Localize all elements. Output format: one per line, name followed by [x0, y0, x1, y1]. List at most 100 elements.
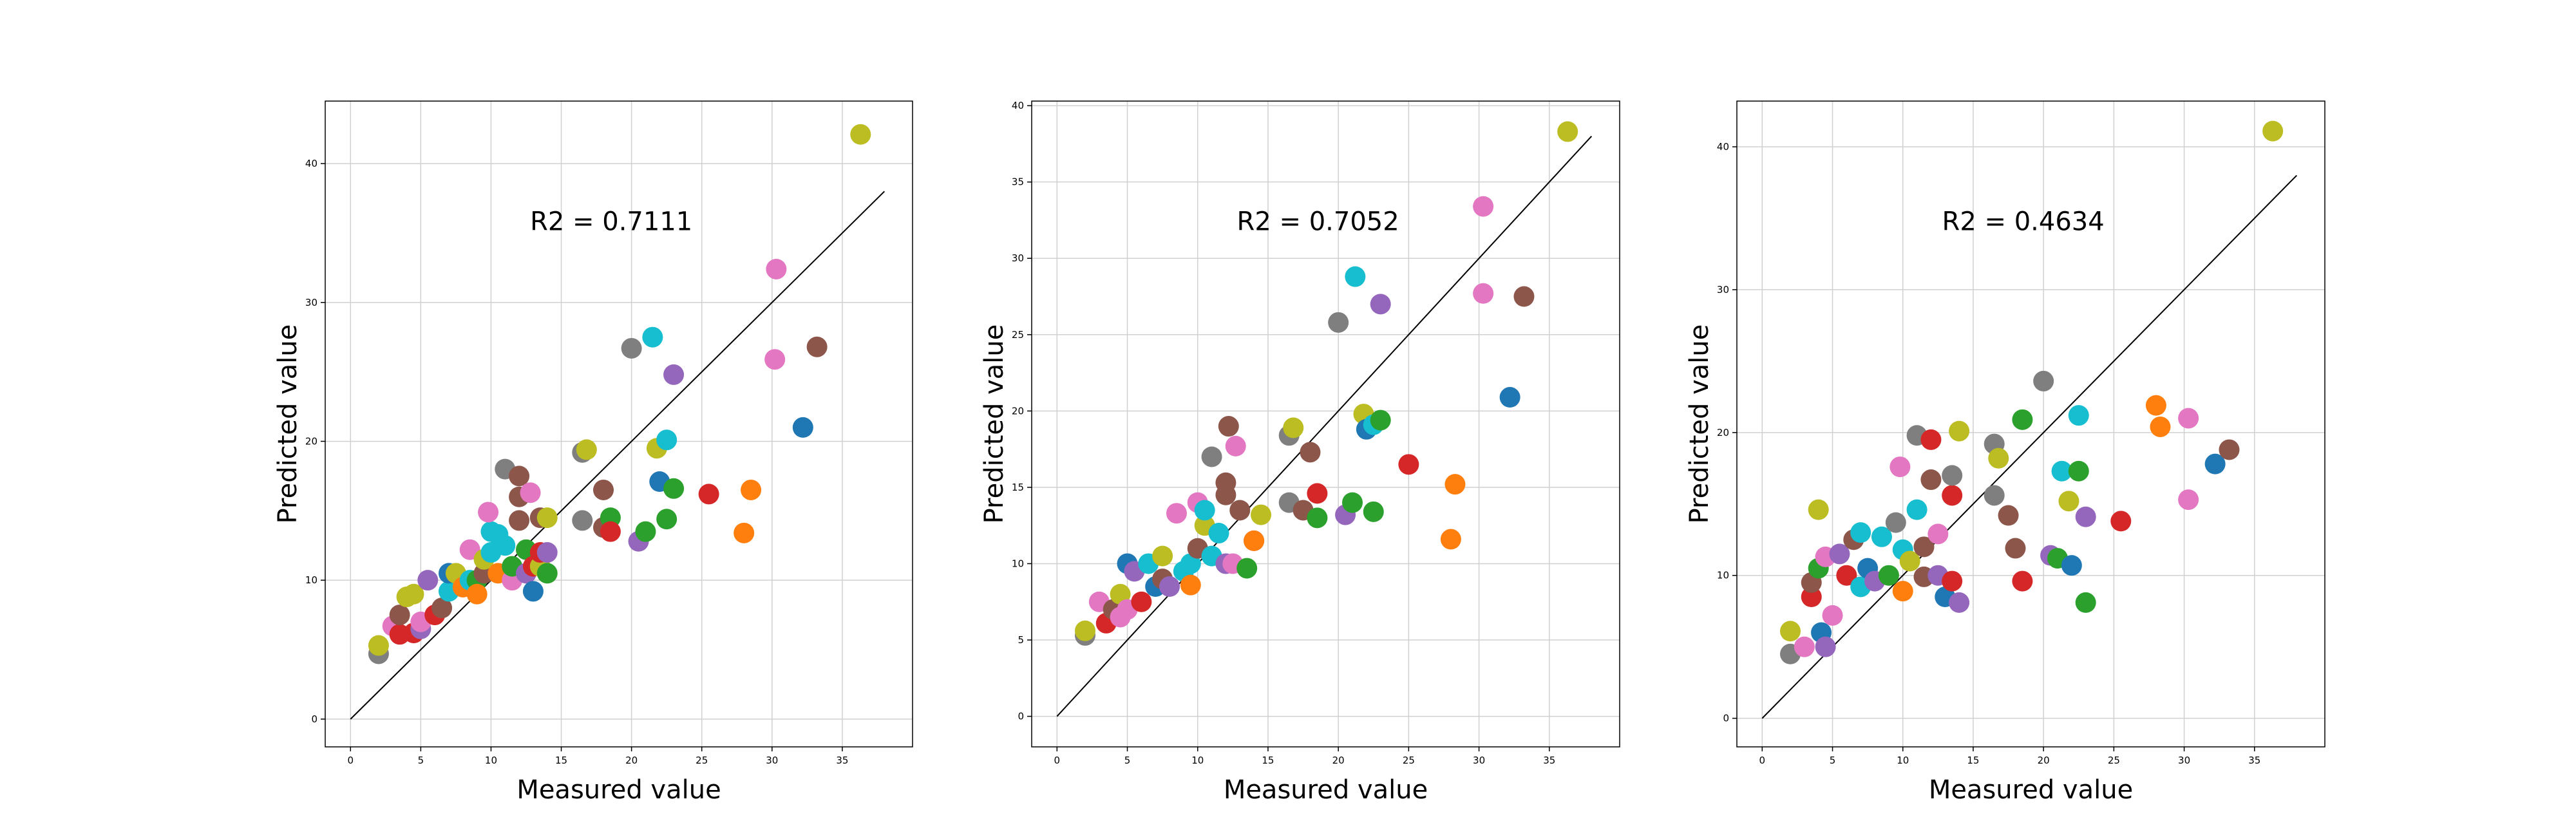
data-point — [663, 478, 685, 499]
data-point — [368, 635, 389, 656]
data-point — [1942, 465, 1963, 486]
data-point — [1208, 523, 1229, 544]
data-point — [1942, 485, 1963, 506]
data-point — [1218, 416, 1239, 437]
data-point — [1236, 558, 1258, 579]
data-point — [1473, 283, 1494, 304]
x-tick-label: 5 — [1830, 755, 1836, 766]
data-point — [656, 429, 677, 451]
data-point — [2033, 370, 2054, 391]
data-point — [642, 326, 663, 348]
data-point — [2145, 395, 2166, 416]
data-point — [1949, 420, 1970, 442]
data-point — [1342, 492, 1363, 513]
data-point — [2058, 491, 2079, 512]
data-point — [1440, 529, 1461, 550]
x-tick-label: 0 — [1054, 755, 1061, 766]
data-point — [478, 502, 499, 523]
data-point — [698, 484, 719, 505]
y-tick-label: 20 — [305, 435, 317, 447]
data-point — [536, 542, 558, 563]
data-point — [1370, 294, 1391, 315]
data-point — [1307, 507, 1328, 529]
y-tick-label: 20 — [1012, 405, 1024, 417]
data-point — [1927, 523, 1949, 545]
y-axis-title: Predicted value — [980, 324, 1009, 524]
data-point — [576, 439, 597, 460]
data-point — [2005, 538, 2026, 559]
data-point — [1815, 636, 1836, 657]
x-tick-label: 30 — [766, 755, 778, 766]
data-point — [1885, 512, 1906, 533]
y-tick-label: 5 — [1018, 634, 1024, 646]
reference-line — [1056, 135, 1593, 717]
data-point — [572, 510, 593, 531]
x-tick-label: 20 — [2038, 755, 2050, 766]
data-point — [2178, 489, 2199, 511]
data-point — [431, 597, 453, 619]
y-tick-label: 10 — [1012, 558, 1024, 569]
data-point — [1949, 592, 1970, 613]
x-tick-label: 20 — [625, 755, 638, 766]
data-point — [1229, 500, 1251, 521]
x-tick-label: 25 — [2108, 755, 2120, 766]
data-point — [1328, 312, 1349, 333]
data-point — [593, 479, 614, 500]
plot-frame — [325, 100, 913, 748]
x-tick-label: 25 — [696, 755, 708, 766]
data-point — [792, 417, 813, 438]
data-point — [1906, 499, 1927, 520]
data-point — [1942, 570, 1963, 592]
data-point — [1307, 483, 1328, 504]
data-point — [1920, 429, 1942, 450]
data-point — [495, 535, 516, 556]
x-tick-label: 15 — [1967, 755, 1979, 766]
x-tick-label: 10 — [1897, 755, 1909, 766]
data-point — [1201, 446, 1222, 467]
data-point — [656, 509, 677, 530]
x-axis-title: Measured value — [1224, 775, 1428, 805]
data-point — [2051, 460, 2072, 482]
y-tick-label: 35 — [1012, 176, 1024, 188]
data-point — [1075, 620, 1095, 641]
x-tick-label: 25 — [1403, 755, 1415, 766]
data-point — [1194, 500, 1215, 521]
data-point — [509, 466, 530, 487]
data-point — [806, 336, 828, 357]
y-tick-label: 0 — [1018, 711, 1024, 722]
data-point — [764, 349, 786, 370]
data-point — [1871, 526, 1892, 547]
data-point — [2012, 409, 2033, 430]
data-point — [2262, 120, 2284, 142]
y-tick-label: 30 — [1717, 284, 1729, 296]
r2-annotation: R2 = 0.4634 — [1942, 207, 2105, 237]
x-tick-label: 15 — [1262, 755, 1274, 766]
r2-annotation: R2 = 0.7111 — [530, 207, 692, 237]
data-point — [2204, 453, 2226, 475]
x-tick-label: 35 — [1543, 755, 1555, 766]
data-point — [1801, 587, 1822, 608]
data-point — [1829, 543, 1850, 565]
data-point — [635, 521, 656, 542]
data-point — [621, 337, 642, 359]
data-point — [2012, 570, 2033, 592]
y-tick-label: 0 — [311, 713, 317, 725]
y-tick-label: 40 — [1012, 100, 1024, 111]
data-point — [2068, 405, 2089, 426]
data-point — [1557, 121, 1578, 142]
x-tick-label: 5 — [418, 755, 424, 766]
data-point — [1998, 505, 2019, 526]
r2-annotation: R2 = 0.7052 — [1237, 207, 1399, 237]
data-point — [1398, 454, 1419, 475]
x-tick-label: 0 — [1759, 755, 1766, 766]
y-tick-label: 30 — [1012, 252, 1024, 264]
data-point — [850, 124, 871, 145]
y-axis-title: Predicted value — [273, 324, 303, 524]
x-tick-label: 10 — [485, 755, 497, 766]
data-point — [1780, 621, 1801, 642]
data-point — [2068, 460, 2089, 482]
chart-panel-3: 0 5 10 15 20 25 30 35 0 10 20 30 40 Measured value Pre… — [1685, 100, 2325, 805]
x-tick-label: 15 — [555, 755, 567, 766]
data-point — [1345, 266, 1366, 287]
